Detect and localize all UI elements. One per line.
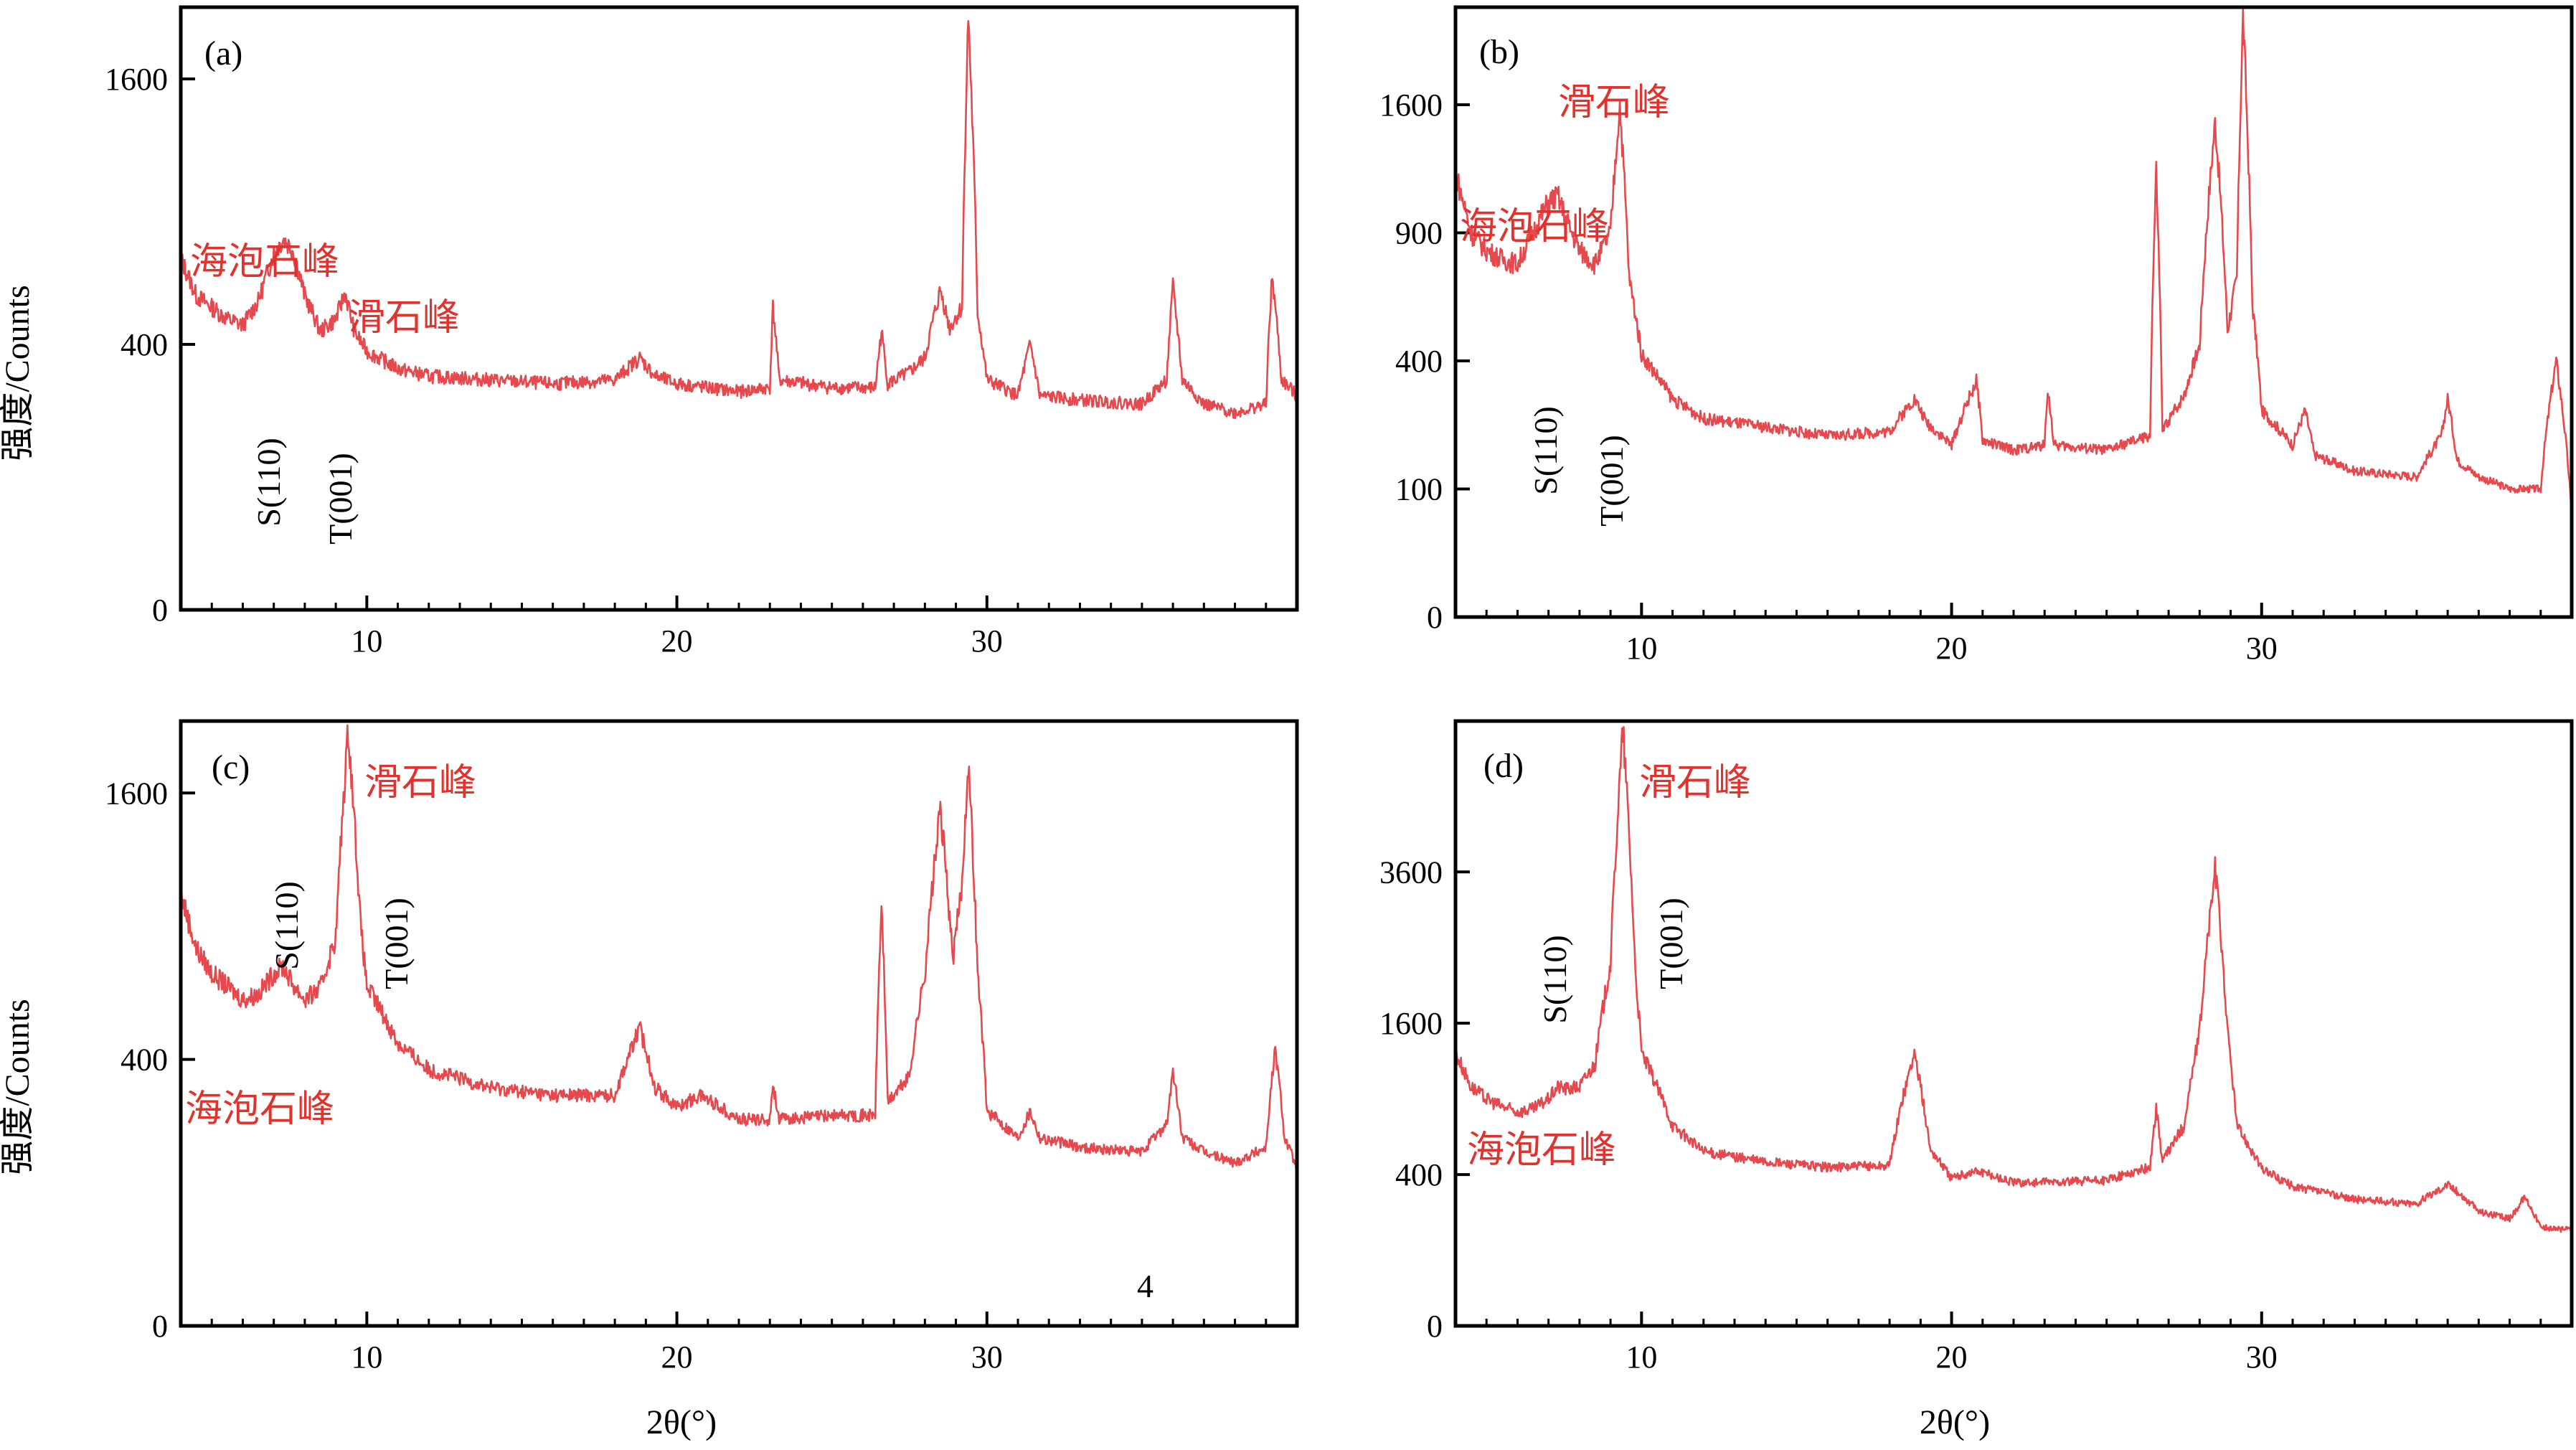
panel-d: 10 20 30 0 400 1600 3600 (d) 滑石峰 海泡石峰 S(110) T… — [1379, 719, 2574, 1375]
panel-b-t-peak-label: T(001) — [1593, 435, 1630, 527]
panel-b-ytick-label: 1600 — [1379, 88, 1443, 123]
panel-d-ytick-label: 3600 — [1379, 855, 1443, 890]
panel-c-sepiolite-label: 海泡石峰 — [185, 1089, 334, 1130]
x-axis-label-right: 2θ(°) — [1920, 1403, 1990, 1441]
panel-a: 10 20 30 0 400 1600 (a) 海泡石峰 滑石峰 S(110) T(001… — [105, 5, 1299, 659]
panel-a-ytick-label: 1600 — [105, 62, 168, 97]
panel-c-ytick-label: 400 — [121, 1042, 168, 1078]
panel-a-xtick-label: 20 — [661, 623, 693, 659]
panel-c-plot: 10 20 30 0 400 1600 — [105, 724, 1298, 1375]
panel-d-t-peak-label: T(001) — [1653, 898, 1689, 989]
panel-a-ytick-label: 0 — [152, 593, 168, 628]
panel-c-xtick-label: 30 — [971, 1340, 1003, 1375]
panel-b-xtick-label: 20 — [1936, 631, 1968, 666]
panel-d-s-peak-label: S(110) — [1537, 935, 1573, 1024]
panel-b-label: (b) — [1479, 33, 1519, 71]
panel-d-xtick-label: 10 — [1626, 1340, 1657, 1375]
panel-c-xrd-trace — [179, 724, 1298, 1172]
panel-a-xtick-label: 10 — [351, 623, 382, 659]
y-axis-label-bottom: 强度/Counts — [0, 999, 37, 1174]
panel-c-ytick-label: 0 — [152, 1309, 168, 1344]
panel-d-label: (d) — [1483, 747, 1524, 785]
panel-d-xrd-trace — [1454, 725, 2573, 1233]
panel-b-ytick-label: 900 — [1395, 215, 1443, 250]
panel-b-s-peak-label: S(110) — [1527, 406, 1564, 495]
panel-c: 10 20 30 0 400 1600 (c) 滑石峰 海泡石峰 S(110) T(001… — [105, 719, 1299, 1375]
panel-a-sepiolite-label: 海泡石峰 — [190, 242, 339, 283]
panel-d-xtick-label: 20 — [1936, 1340, 1968, 1375]
panel-d-frame — [1453, 719, 2574, 1328]
panel-b-talc-label: 滑石峰 — [1558, 83, 1670, 123]
panel-a-plot: 10 20 30 0 400 1600 — [105, 20, 1298, 659]
panel-a-t-peak-label: T(001) — [322, 453, 359, 545]
panel-d-sepiolite-label: 海泡石峰 — [1467, 1130, 1616, 1171]
panel-c-stray-mark: 4 — [1137, 1268, 1153, 1304]
panel-b-ytick-label: 400 — [1395, 344, 1443, 379]
panel-d-ytick-label: 0 — [1427, 1309, 1443, 1344]
panel-a-ytick-label: 400 — [121, 327, 168, 362]
panel-a-label: (a) — [204, 34, 242, 72]
panel-b-sepiolite-label: 海泡石峰 — [1460, 207, 1609, 248]
panel-c-s-peak-label: S(110) — [268, 881, 305, 970]
panel-a-xrd-trace — [179, 20, 1298, 420]
x-axis-label-left: 2θ(°) — [646, 1403, 717, 1441]
panel-d-plot: 10 20 30 0 400 1600 3600 — [1379, 725, 2573, 1375]
panel-d-xtick-label: 30 — [2246, 1340, 2278, 1375]
panel-a-talc-label: 滑石峰 — [348, 298, 460, 339]
panel-d-ytick-label: 1600 — [1379, 1006, 1443, 1041]
panel-c-label: (c) — [212, 748, 250, 786]
panel-d-talc-label: 滑石峰 — [1639, 763, 1751, 804]
panel-c-t-peak-label: T(001) — [378, 898, 415, 989]
panel-c-xtick-label: 20 — [661, 1340, 693, 1375]
y-axis-label-top: 强度/Counts — [0, 285, 37, 461]
panel-b-ytick-label: 100 — [1395, 471, 1443, 507]
panel-b-xtick-label: 30 — [2246, 631, 2278, 666]
panel-b-xrd-trace — [1454, 9, 2573, 520]
panel-b-ytick-label: 0 — [1427, 600, 1443, 635]
panel-d-ytick-label: 400 — [1395, 1157, 1443, 1192]
panel-c-frame — [179, 719, 1299, 1328]
panel-a-frame — [179, 5, 1299, 612]
panel-b-xtick-label: 10 — [1626, 631, 1657, 666]
panel-c-xtick-label: 10 — [351, 1340, 382, 1375]
panel-b-plot: 10 20 30 0 100 400 900 1600 — [1379, 9, 2573, 666]
panel-a-s-peak-label: S(110) — [250, 438, 287, 527]
panel-a-xtick-label: 30 — [971, 623, 1003, 659]
panel-c-talc-label: 滑石峰 — [364, 763, 476, 804]
panel-b-frame — [1453, 5, 2574, 619]
panel-b: 10 20 30 0 100 400 900 1600 (b) 滑石峰 海泡石峰 S(110)… — [1379, 5, 2574, 666]
panel-c-ytick-label: 1600 — [105, 776, 168, 811]
